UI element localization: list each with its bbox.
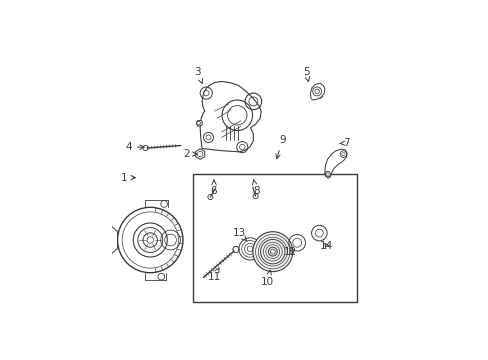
Text: 4: 4 [125, 142, 144, 152]
Polygon shape [324, 149, 346, 178]
Text: 14: 14 [320, 241, 333, 251]
Polygon shape [142, 145, 148, 150]
Polygon shape [232, 247, 239, 252]
Polygon shape [252, 194, 258, 199]
Bar [193, 174, 356, 302]
Polygon shape [310, 84, 324, 100]
Text: 2: 2 [183, 149, 197, 159]
Text: 5: 5 [302, 67, 309, 81]
Text: 8: 8 [252, 180, 259, 196]
Polygon shape [207, 195, 213, 199]
Text: 6: 6 [210, 180, 217, 196]
Text: 9: 9 [275, 135, 285, 159]
Text: 11: 11 [207, 268, 220, 282]
Text: 3: 3 [194, 67, 202, 84]
Circle shape [252, 232, 292, 271]
Polygon shape [196, 120, 202, 126]
Text: 10: 10 [260, 270, 273, 287]
Text: 13: 13 [232, 228, 246, 241]
Polygon shape [195, 149, 204, 159]
Text: 7: 7 [339, 138, 349, 148]
Text: 1: 1 [121, 173, 135, 183]
Polygon shape [200, 81, 261, 152]
Text: 12: 12 [284, 247, 297, 257]
Polygon shape [106, 227, 117, 253]
